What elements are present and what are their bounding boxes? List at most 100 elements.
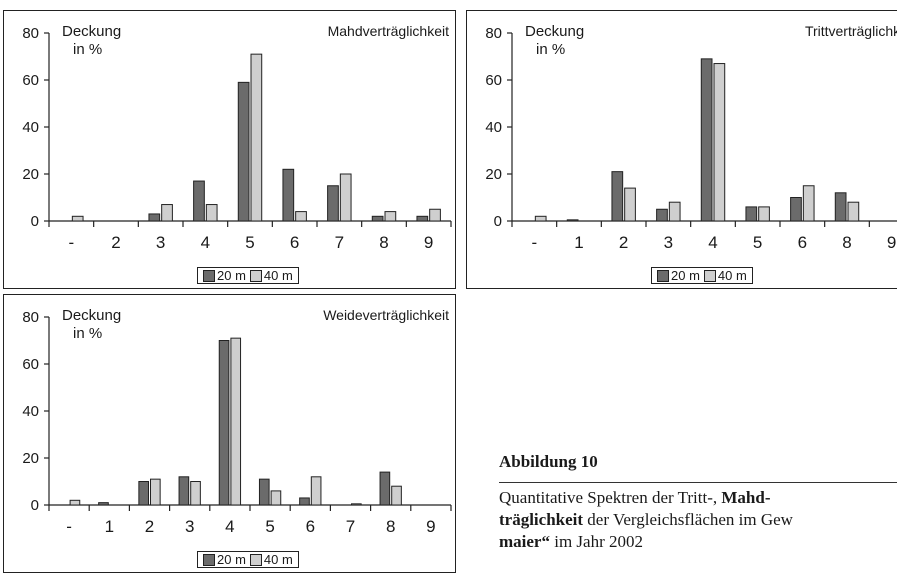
bar-20m [299,497,310,506]
legend-label-40m: 40 m [263,552,293,567]
y-axis-label-line1: Deckung [525,23,585,40]
bar-20m [416,215,429,222]
bar-40m [71,215,84,222]
bar-20m [379,471,391,506]
y-axis-label-line1: Deckung [62,307,122,324]
y-tick-label: 40 [22,119,39,136]
caption-line: maier“ im Jahr 2002 [499,531,897,553]
bar-20m [611,171,624,222]
caption-run: Quantitative Spektren der Tritt-, [499,488,722,507]
x-tick-label: 4 [201,233,210,252]
y-axis-label: Deckung in % [525,23,584,59]
bar-40m [351,503,362,506]
bar-20m [566,219,579,222]
chart-title: Weideverträglichkeit [323,307,449,323]
y-axis-label-line2: in % [73,41,103,58]
bar-40m [534,215,547,222]
legend-label-20m: 20 m [217,552,246,567]
bar-40m [758,206,770,222]
x-tick-label: 1 [574,233,583,252]
caption-heading: Abbildung 10 [499,452,598,471]
bar-40m [295,211,307,222]
bar-20m [656,208,668,222]
x-tick-label: 3 [185,517,194,536]
caption-line: Quantitative Spektren der Tritt-, Mahd- [499,487,897,509]
caption-line: träglichkeit der Vergleichsflächen im Ge… [499,509,897,531]
x-tick-label: - [66,517,72,536]
bar-40m [310,476,322,506]
legend-label-40m: 40 m [263,268,293,283]
chart-panel-mahd: 0 20 40 60 80 - 2 3 4 5 6 7 8 9 Deckung in % Mahdvert… [3,10,456,289]
bar-40m [270,490,282,506]
legend-swatch-40m [249,269,262,282]
y-tick-label: 40 [22,403,39,420]
y-tick-label: 60 [485,72,502,89]
legend-swatch-40m [249,553,262,566]
bar-20m [745,206,758,222]
bar-40m [69,499,81,506]
y-tick-label: 20 [22,166,39,183]
y-axis-label: Deckung in % [62,23,121,59]
y-axis-label: Deckung in % [62,307,121,343]
x-tick-label: - [531,233,537,252]
x-tick-label: - [68,233,74,252]
x-tick-label: 4 [225,517,234,536]
legend-label-20m: 20 m [671,268,700,283]
chart-svg-mahd: 0 20 40 60 80 - 2 3 4 5 6 7 8 9 [22,25,452,252]
x-tick-label: 2 [111,233,120,252]
chart-svg-tritt: 0 20 40 60 80 - 1 2 3 4 5 6 8 9 [485,25,897,252]
chart-title: Mahdverträglichkeit [327,23,449,39]
x-tick-label: 5 [245,233,254,252]
x-tick-label: 6 [798,233,807,252]
bar-40m [384,211,397,222]
chart-svg-weide: 0 20 40 60 80 - 1 2 3 4 5 6 7 8 9 [22,309,452,536]
chart-panel-tritt: 0 20 40 60 80 - 1 2 3 4 5 6 8 9 Deckung in % Trittver… [466,10,897,289]
caption-run: der Vergleichsflächen im Gew [583,510,793,529]
y-axis-label-line1: Deckung [62,23,122,40]
x-tick-label: 3 [664,233,673,252]
y-axis-label-line2: in % [73,325,103,342]
y-tick-label: 20 [22,450,39,467]
x-tick-label: 5 [753,233,762,252]
chart-panel-weide: 0 20 40 60 80 - 1 2 3 4 5 6 7 8 9 Deckung in % Weideve… [3,294,456,573]
bar-20m [178,476,190,506]
caption-rule [499,482,897,483]
bar-20m [834,192,847,222]
bar-40m [339,173,352,222]
caption-run: im Jahr 2002 [549,532,644,551]
x-tick-label: 8 [842,233,851,252]
bar-40m [190,481,201,506]
bar-20m [282,168,295,222]
chart-legend: 20 m 40 m [197,551,299,568]
chart-legend: 20 m 40 m [651,267,753,284]
bar-20m [258,478,270,506]
bar-20m [327,185,339,222]
bar-20m [138,481,150,506]
y-tick-label: 60 [22,72,39,89]
legend-swatch-40m [703,269,716,282]
legend-swatch-20m [657,269,669,282]
bar-20m [218,340,230,506]
chart-title: Trittverträglichkei [804,23,897,39]
caption-run: träglichkeit [499,510,584,529]
bar-20m [700,58,713,222]
bar-20m [148,213,161,222]
bar-40m [713,63,726,222]
x-tick-label: 2 [145,517,154,536]
x-tick-label: 7 [346,517,355,536]
caption-run: maier“ [499,532,550,551]
x-tick-label: 6 [306,517,315,536]
y-tick-label: 80 [22,309,39,326]
bar-40m [624,187,636,222]
x-tick-label: 9 [424,233,433,252]
figure-caption: Abbildung 10 Quantitative Spektren der T… [499,452,897,553]
bar-40m [391,485,402,506]
chart-legend: 20 m 40 m [197,267,299,284]
x-tick-label: 9 [426,517,435,536]
bar-20m [98,502,109,506]
bar-40m [847,201,860,222]
bar-40m [161,204,173,222]
y-tick-label: 80 [485,25,502,42]
bar-20m [193,180,205,222]
bar-20m [237,81,250,222]
